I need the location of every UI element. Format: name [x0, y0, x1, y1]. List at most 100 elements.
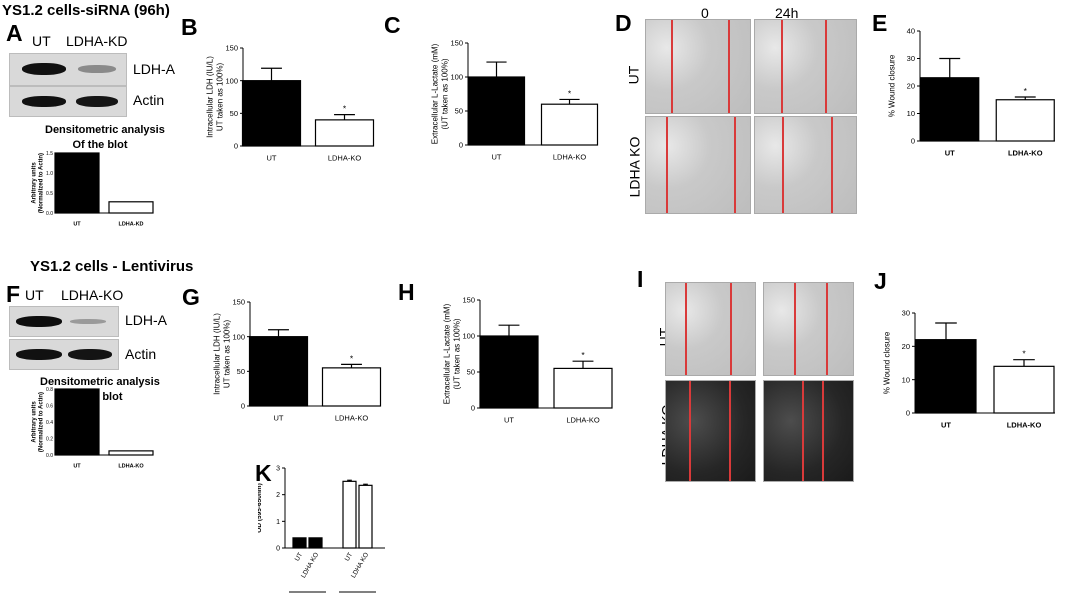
- wound-edge-line: [782, 117, 784, 213]
- panel-letter-i: I: [637, 266, 644, 292]
- y-tick-label: 10: [902, 375, 910, 384]
- y-axis-label: Intracellular LDH (IU/L): [206, 56, 215, 138]
- y-axis-label: (Normalized to Actin): [39, 392, 45, 452]
- y-tick-label: 0: [276, 545, 280, 552]
- y-tick-label: 40: [907, 27, 915, 36]
- wound-edge-line: [825, 20, 827, 113]
- bottom-section-heading: YS1.2 cells - Lentivirus: [30, 258, 194, 275]
- chart-a-densitometry: 0.0 0.5 1.0 1.5 Arbitrary units (Normalized t…: [31, 151, 154, 228]
- bar: [108, 201, 154, 214]
- blot-band: [16, 316, 62, 327]
- x-tick-label: UT: [344, 551, 354, 562]
- y-tick-label: 3: [276, 465, 280, 472]
- x-tick-label: UT: [267, 154, 277, 163]
- x-tick-label: UT: [73, 222, 81, 228]
- y-axis-label: UT taken as 100%): [222, 320, 231, 389]
- bar: [553, 367, 613, 409]
- significance-marker: *: [343, 104, 347, 114]
- significance-marker: *: [1022, 349, 1026, 359]
- y-tick-label: 150: [225, 44, 238, 53]
- micro-bottom-ko-0h: [665, 380, 756, 482]
- micro-bottom-ko-24h: [763, 380, 854, 482]
- y-axis-label: Extracellular L-Lactate (mM): [443, 303, 452, 404]
- chart-j-wound-closure: 0 10 20 30 % Wound closure UT * LDHA-KO: [883, 309, 1055, 430]
- micro-top-ut-24h: [754, 19, 857, 114]
- blot-bottom-row-actin: Actin: [125, 346, 157, 362]
- blot-band: [78, 65, 116, 73]
- y-tick-label: 0: [471, 404, 475, 413]
- y-tick-label: 150: [232, 298, 245, 307]
- densitometry-bottom-title-line1: Densitometric analysis: [40, 376, 160, 388]
- blot-top-col-ut: UT: [32, 33, 51, 49]
- bar: [342, 480, 357, 549]
- blot-bottom-ldha-strip: [9, 306, 119, 337]
- bar: [920, 77, 980, 142]
- y-tick-label: 0: [911, 137, 915, 146]
- micro-top-row-ldha-ko: LDHA KO: [626, 136, 643, 198]
- bar: [915, 339, 977, 414]
- x-tick-label: UT: [294, 551, 304, 562]
- chart-e-wound-closure: 0 10 20 30 40 % Wound closure UT * LDHA-KO: [888, 27, 1055, 158]
- significance-marker: *: [581, 350, 585, 360]
- wound-edge-line: [781, 20, 783, 113]
- bar: [995, 99, 1055, 142]
- panel-letter-b: B: [181, 14, 198, 40]
- panel-letter-a: A: [6, 20, 23, 46]
- micro-bottom-ut-24h: [763, 282, 854, 376]
- chart-c-extracellular-lactate: 0 50 100 150 Extracellular L-Lactate (mM) (UT…: [431, 39, 599, 162]
- blot-band: [68, 349, 112, 360]
- y-tick-label: 150: [462, 296, 475, 305]
- wound-edge-line: [666, 117, 668, 213]
- y-axis-label: Intracellular LDH (IU/L): [213, 313, 222, 395]
- y-axis-label: UT taken as 100%): [215, 63, 224, 132]
- y-tick-label: 50: [455, 107, 463, 116]
- wound-edge-line: [831, 117, 833, 213]
- y-tick-label: 0: [906, 409, 910, 418]
- panel-letter-j: J: [874, 268, 887, 294]
- bar: [467, 76, 526, 146]
- panel-letter-k: K: [255, 460, 272, 486]
- y-axis-label: % Wound closure: [883, 331, 892, 394]
- wound-edge-line: [728, 20, 730, 113]
- chart-f-densitometry: 0.0 0.2 0.4 0.6 0.8 Arbitrary units (Normalize…: [31, 387, 154, 470]
- bar: [241, 80, 302, 147]
- densitometry-top-title-line1: Densitometric analysis: [45, 124, 165, 136]
- y-tick-label: 0.5: [46, 191, 53, 197]
- bar: [540, 103, 599, 146]
- y-axis-label: Extracellular L-Lactate (mM): [431, 43, 440, 144]
- blot-top-actin-strip: [9, 86, 127, 117]
- y-tick-label: 0.6: [46, 403, 53, 409]
- blot-band: [16, 349, 62, 360]
- x-tick-label: LDHA-KO: [1007, 421, 1042, 430]
- x-tick-label: LDHA-KO: [118, 464, 144, 470]
- wound-edge-line: [730, 283, 732, 375]
- y-axis-label: OD (595-650nm): [258, 483, 263, 533]
- x-tick-label: LDHA-KO: [1008, 149, 1043, 158]
- panel-letter-f: F: [6, 281, 21, 307]
- wound-edge-line: [794, 283, 796, 375]
- bar: [54, 388, 100, 456]
- blot-band: [76, 96, 118, 107]
- y-tick-label: 150: [450, 39, 463, 48]
- blot-bottom-actin-strip: [9, 339, 119, 370]
- y-tick-label: 100: [232, 332, 245, 341]
- blot-bottom-col-ko: LDHA-KO: [61, 287, 124, 303]
- micro-top-col-24h: 24h: [775, 5, 799, 21]
- y-tick-label: 30: [907, 54, 915, 63]
- wound-edge-line: [734, 117, 736, 213]
- y-tick-label: 100: [225, 76, 238, 85]
- x-tick-label: LDHA-KO: [553, 153, 587, 162]
- x-tick-label: UT: [945, 149, 955, 158]
- y-tick-label: 100: [462, 332, 475, 341]
- wound-edge-line: [826, 283, 828, 375]
- y-tick-label: 1.0: [46, 171, 53, 177]
- y-axis-label: Arbitrary units: [31, 162, 37, 204]
- wound-edge-line: [671, 20, 673, 113]
- y-tick-label: 50: [237, 367, 245, 376]
- top-section-heading: YS1.2 cells-siRNA (96h): [2, 2, 170, 19]
- panel-letter-h: H: [398, 279, 415, 305]
- blot-top-row-ldha: LDH-A: [133, 61, 176, 77]
- y-axis-label: Arbitrary units: [31, 401, 37, 443]
- y-tick-label: 0.8: [46, 387, 53, 393]
- blot-bottom-row-ldha: LDH-A: [125, 312, 168, 328]
